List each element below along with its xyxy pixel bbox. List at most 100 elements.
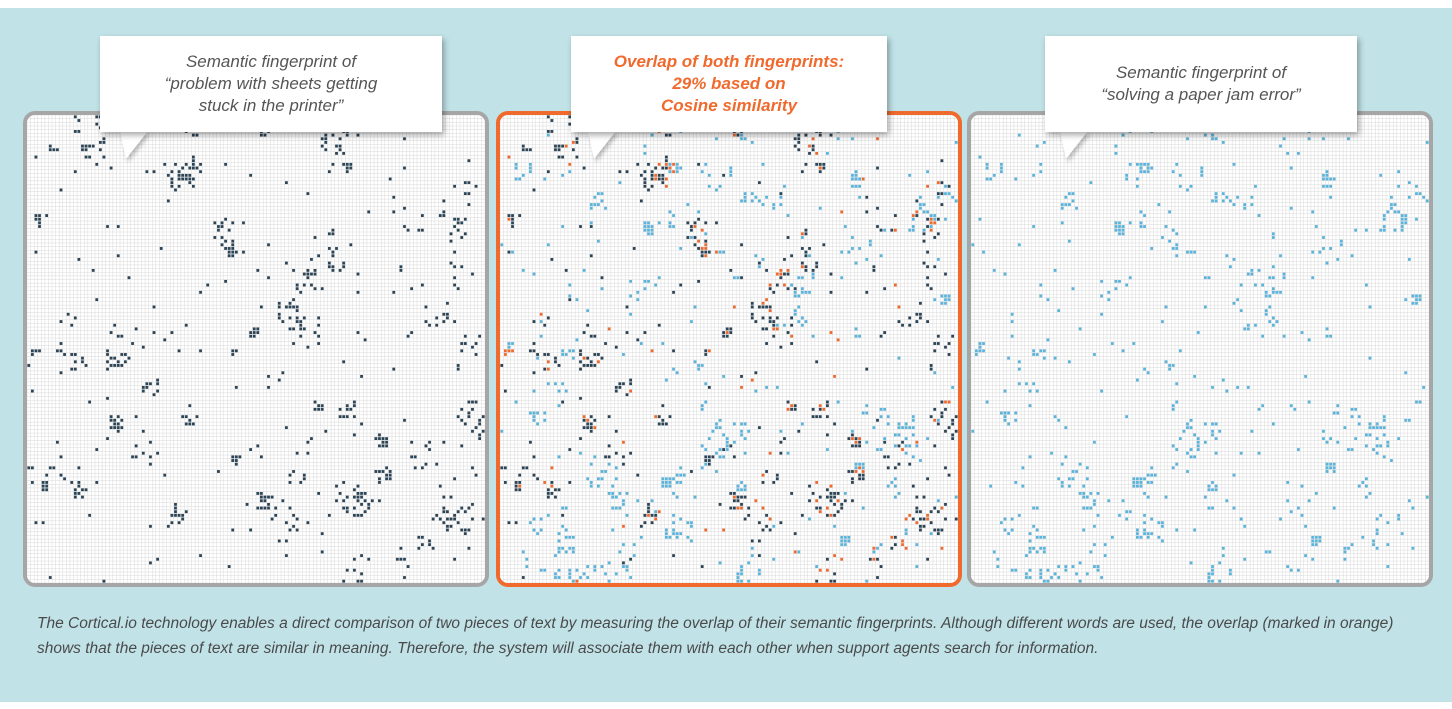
callout-pointer-a	[120, 131, 148, 159]
fingerprint-a-bit	[707, 250, 711, 254]
fingerprint-a-bit	[70, 323, 74, 327]
fingerprint-a-bit	[220, 236, 224, 239]
fingerprint-b-bit	[704, 162, 708, 166]
fingerprint-a-bit	[295, 287, 299, 291]
fingerprint-a-bit	[460, 444, 464, 448]
fingerprint-a-bit	[690, 470, 693, 473]
fingerprint-b-bit	[643, 144, 647, 148]
fingerprint-a-bit	[259, 506, 263, 510]
fingerprint-a-bit	[77, 484, 81, 488]
fingerprint-a-bit	[797, 148, 801, 152]
fingerprint-a-bit	[826, 415, 829, 419]
fingerprint-a-bit	[73, 170, 77, 174]
overlap-bit	[908, 513, 912, 517]
fingerprint-b-bit	[1139, 210, 1143, 214]
fingerprint-a-bit	[345, 133, 349, 137]
fingerprint-a-bit	[449, 261, 453, 265]
fingerprint-b-bit	[1114, 151, 1118, 155]
fingerprint-b-bit	[772, 206, 776, 210]
fingerprint-a-bit	[750, 539, 754, 543]
fingerprint-a-bit	[156, 382, 159, 386]
fingerprint-a-bit	[826, 513, 829, 517]
fingerprint-b-bit	[1082, 491, 1086, 495]
fingerprint-b-bit	[1010, 320, 1014, 324]
fingerprint-a-bit	[643, 331, 647, 334]
fingerprint-b-bit	[1275, 320, 1279, 324]
fingerprint-b-bit	[1121, 225, 1125, 228]
fingerprint-b-bit	[625, 565, 629, 568]
fingerprint-b-bit	[1325, 440, 1329, 444]
fingerprint-b-bit	[1189, 455, 1193, 459]
fingerprint-b-bit	[1118, 228, 1121, 232]
fingerprint-b-bit	[529, 521, 532, 525]
fingerprint-b-bit	[1271, 236, 1275, 239]
fingerprint-b-bit	[1114, 221, 1118, 225]
fingerprint-b-bit	[1375, 528, 1379, 532]
fingerprint-a-bit	[224, 279, 227, 283]
fingerprint-a-bit	[614, 451, 618, 455]
fingerprint-b-bit	[854, 334, 858, 338]
fingerprint-a-bit	[589, 422, 593, 426]
fingerprint-a-bit	[765, 268, 768, 272]
fingerprint-a-bit	[471, 345, 474, 349]
fingerprint-b-bit	[1021, 466, 1025, 470]
fingerprint-a-bit	[661, 177, 665, 181]
fingerprint-a-bit	[868, 557, 872, 561]
fingerprint-a-bit	[463, 510, 467, 514]
fingerprint-a-bit	[113, 422, 117, 426]
fingerprint-a-bit	[625, 170, 629, 174]
fingerprint-b-bit	[1218, 429, 1222, 433]
fingerprint-a-bit	[804, 228, 808, 232]
overlap-bit	[815, 499, 819, 503]
fingerprint-a-bit	[571, 148, 575, 152]
fingerprint-a-bit	[456, 364, 460, 367]
fingerprint-a-bit	[48, 576, 52, 579]
fingerprint-a-bit	[732, 506, 736, 510]
fingerprint-a-bit	[478, 433, 482, 437]
fingerprint-b-bit	[632, 554, 636, 558]
fingerprint-a-bit	[851, 499, 854, 503]
fingerprint-b-bit	[1350, 254, 1354, 258]
fingerprint-b-bit	[1132, 484, 1136, 488]
fingerprint-b-bit	[1064, 203, 1068, 207]
overlap-bit	[597, 360, 600, 364]
fingerprint-a-bit	[804, 162, 808, 166]
overlap-bit	[593, 426, 597, 430]
fingerprint-a-bit	[768, 305, 772, 309]
callout-fingerprint-b: Semantic fingerprint of “solving a paper…	[1045, 36, 1357, 132]
fingerprint-b-bit	[679, 517, 683, 521]
fingerprint-a-bit	[327, 247, 331, 250]
fingerprint-a-bit	[829, 290, 833, 294]
fingerprint-b-bit	[1246, 385, 1250, 389]
fingerprint-b-bit	[886, 415, 890, 419]
fingerprint-b-bit	[858, 195, 861, 199]
fingerprint-b-bit	[597, 239, 600, 243]
fingerprint-b-bit	[525, 557, 529, 561]
fingerprint-a-bit	[800, 261, 804, 265]
fingerprint-b-bit	[1186, 422, 1189, 426]
fingerprint-a-bit	[954, 415, 958, 419]
fingerprint-b-bit	[1332, 466, 1336, 470]
fingerprint-b-bit	[521, 550, 525, 554]
fingerprint-b-bit	[1017, 133, 1021, 137]
overlap-bit	[926, 513, 929, 517]
fingerprint-b-bit	[911, 225, 915, 228]
fingerprint-b-bit	[1125, 517, 1129, 521]
fingerprint-a-bit	[181, 513, 185, 517]
fingerprint-a-bit	[893, 543, 897, 547]
fingerprint-b-bit	[718, 426, 722, 430]
fingerprint-a-bit	[579, 349, 582, 353]
fingerprint-b-bit	[1397, 517, 1400, 521]
fingerprint-b-bit	[865, 257, 869, 261]
fingerprint-a-bit	[320, 407, 324, 411]
fingerprint-b-bit	[557, 568, 561, 572]
fingerprint-a-bit	[188, 418, 192, 422]
fingerprint-b-bit	[571, 546, 575, 550]
fingerprint-a-bit	[650, 521, 654, 525]
fingerprint-b-bit	[661, 481, 665, 484]
fingerprint-b-bit	[1279, 517, 1282, 521]
fingerprint-grid-overlap	[500, 115, 958, 583]
fingerprint-b-bit	[1175, 243, 1179, 247]
fingerprint-b-bit	[1314, 491, 1318, 495]
fingerprint-b-bit	[1146, 371, 1150, 375]
